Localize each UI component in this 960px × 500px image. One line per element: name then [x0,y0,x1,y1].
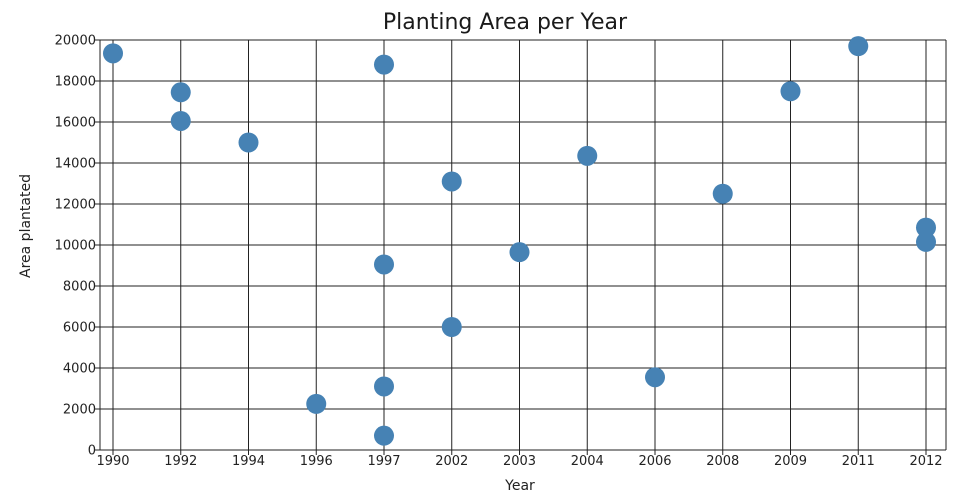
data-point [306,393,327,414]
x-tick-label: 1997 [367,454,400,469]
y-tick-label: 10000 [55,239,96,254]
data-point [170,110,191,131]
data-point [374,254,394,275]
data-point [170,82,191,103]
axes [95,39,947,455]
y-tick-label: 18000 [55,75,96,90]
tick-labels: 0 2000 4000 6000 8000 10000 12000 14000 16000 180… [55,34,943,470]
data-point [238,132,259,153]
data-points [103,36,936,446]
x-tick-label: 1994 [232,454,265,469]
x-tick-label: 2012 [909,454,942,469]
data-point [103,43,123,64]
y-tick-label: 12000 [55,198,96,213]
x-tick-label: 1996 [300,454,333,469]
data-point [916,217,936,238]
y-tick-label: 16000 [55,116,96,131]
data-point [645,367,665,388]
data-point [577,145,598,166]
y-tick-label: 2000 [63,403,96,418]
data-point [916,231,936,252]
x-tick-label: 2009 [774,454,807,469]
y-tick-label: 14000 [55,157,96,172]
x-tick-label: 2004 [571,454,604,469]
data-point [441,317,462,337]
x-axis-label: Year [504,478,535,494]
y-tick-label: 0 [88,444,96,459]
y-tick-label: 20000 [55,34,96,49]
x-tick-label: 2008 [706,454,739,469]
y-tick-label: 6000 [63,321,96,336]
x-tick-label: 2006 [638,454,671,469]
x-tick-label: 2011 [842,454,875,469]
x-tick-label: 2003 [503,454,536,469]
x-tick-label: 1992 [164,454,197,469]
y-axis-label: Area plantated [18,174,34,278]
y-tick-label: 4000 [63,362,96,377]
y-tick-label: 8000 [63,280,96,295]
data-point [374,54,394,75]
data-point [780,81,801,102]
chart-title: Planting Area per Year [383,10,628,35]
data-point [374,376,394,397]
data-point [374,425,394,446]
x-tick-label: 1990 [96,454,129,469]
data-point [712,183,733,204]
x-tick-label: 2002 [435,454,468,469]
data-point [509,242,530,263]
data-point [848,36,869,57]
data-point [441,171,462,192]
